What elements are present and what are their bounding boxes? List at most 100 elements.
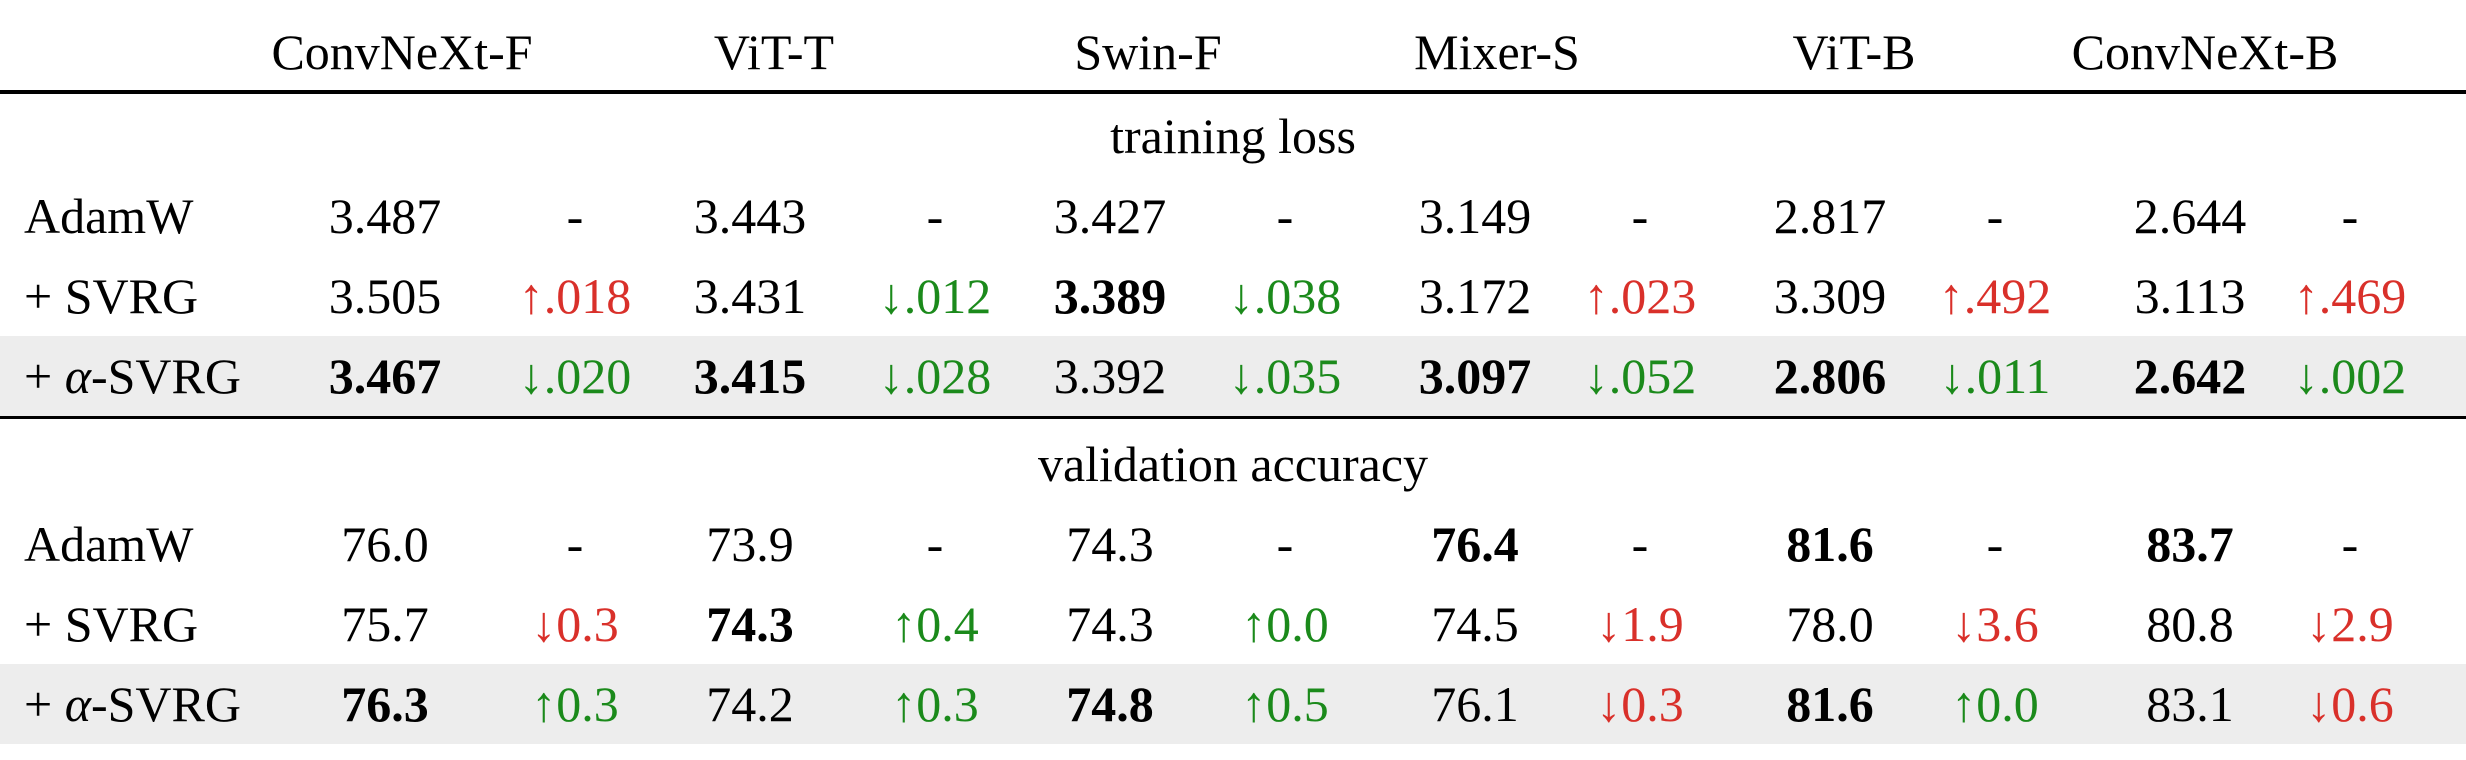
table-row: AdamW 76.0 - 73.9 - 74.3 - 76.4 - 81.6 - 83.7 - — [0, 504, 2466, 584]
delta-convnext-f: ↑.018 — [518, 268, 632, 324]
col-header-convnext-f: ConvNeXt-F — [271, 24, 533, 80]
value-vit-b: 2.806 — [1773, 348, 1887, 404]
col-header-vit-t: ViT-T — [713, 24, 835, 80]
delta-swin-f: - — [1276, 516, 1294, 572]
value-convnext-b: 80.8 — [2146, 596, 2234, 652]
value-swin-f: 74.3 — [1066, 516, 1154, 572]
col-header-convnext-b: ConvNeXt-B — [2071, 24, 2339, 80]
value-vit-b: 81.6 — [1786, 516, 1874, 572]
value-convnext-b: 83.7 — [2146, 516, 2234, 572]
delta-vit-b: ↓3.6 — [1951, 596, 2039, 652]
delta-swin-f: ↑0.0 — [1241, 596, 1329, 652]
delta-swin-f: ↓.038 — [1228, 268, 1342, 324]
value-convnext-f: 3.505 — [328, 268, 442, 324]
value-vit-t: 3.431 — [693, 268, 807, 324]
delta-vit-t: ↓.012 — [878, 268, 992, 324]
col-header-swin-f: Swin-F — [1074, 24, 1222, 80]
value-swin-f: 3.427 — [1053, 188, 1167, 244]
section-title: validation accuracy — [1037, 436, 1429, 492]
value-convnext-b: 2.642 — [2133, 348, 2247, 404]
delta-vit-t: ↓.028 — [878, 348, 992, 404]
delta-convnext-b: ↑.469 — [2293, 268, 2407, 324]
delta-mixer-s: ↓1.9 — [1596, 596, 1684, 652]
delta-vit-b: ↑0.0 — [1951, 676, 2039, 732]
value-swin-f: 3.389 — [1053, 268, 1167, 324]
delta-convnext-f: ↑0.3 — [531, 676, 619, 732]
row-label-greek: α — [64, 676, 91, 732]
value-vit-t: 74.3 — [706, 596, 794, 652]
value-convnext-f: 76.3 — [341, 676, 429, 732]
delta-vit-t: ↑0.4 — [891, 596, 979, 652]
value-mixer-s: 76.1 — [1431, 676, 1519, 732]
value-convnext-b: 83.1 — [2146, 676, 2234, 732]
table-row: AdamW 3.487 - 3.443 - 3.427 - 3.149 - 2.817 - 2.644… — [0, 176, 2466, 256]
value-vit-b: 81.6 — [1786, 676, 1874, 732]
table-row: + α-SVRG 76.3 ↑0.3 74.2 ↑0.3 74.8 ↑0.5 76.1 ↓0.3… — [0, 664, 2466, 744]
delta-vit-b: - — [1986, 188, 2004, 244]
row-label-suffix: -SVRG — [90, 348, 241, 404]
delta-convnext-b: - — [2341, 188, 2359, 244]
delta-mixer-s: ↓0.3 — [1596, 676, 1684, 732]
table-row: + SVRG 3.505 ↑.018 3.431 ↓.012 3.389 ↓.038 3.17… — [0, 256, 2466, 336]
row-label: + α-SVRG — [24, 336, 241, 416]
row-label: + α-SVRG — [24, 664, 241, 744]
delta-mixer-s: ↑.023 — [1583, 268, 1697, 324]
row-label: + SVRG — [24, 268, 199, 324]
value-mixer-s: 74.5 — [1431, 596, 1519, 652]
delta-vit-b: - — [1986, 516, 2004, 572]
value-vit-t: 3.443 — [693, 188, 807, 244]
value-mixer-s: 76.4 — [1431, 516, 1519, 572]
value-convnext-f: 76.0 — [341, 516, 429, 572]
value-swin-f: 3.392 — [1053, 348, 1167, 404]
value-convnext-b: 3.113 — [2134, 268, 2246, 324]
delta-vit-t: - — [926, 188, 944, 244]
delta-swin-f: - — [1276, 188, 1294, 244]
value-swin-f: 74.8 — [1066, 676, 1154, 732]
value-vit-b: 78.0 — [1786, 596, 1874, 652]
delta-vit-b: ↓.011 — [1939, 348, 2051, 404]
table-row: + α-SVRG 3.467 ↓.020 3.415 ↓.028 3.392 ↓.035 3.… — [0, 336, 2466, 416]
delta-convnext-f: - — [566, 516, 584, 572]
row-label: AdamW — [24, 516, 194, 572]
section-title: training loss — [1110, 108, 1356, 164]
value-vit-b: 3.309 — [1773, 268, 1887, 324]
section-divider — [0, 416, 2466, 419]
delta-swin-f: ↓.035 — [1228, 348, 1342, 404]
col-header-mixer-s: Mixer-S — [1414, 24, 1580, 80]
value-vit-t: 74.2 — [706, 676, 794, 732]
value-swin-f: 74.3 — [1066, 596, 1154, 652]
row-label-suffix: -SVRG — [90, 676, 241, 732]
top-rule — [0, 90, 2466, 94]
value-vit-t: 73.9 — [706, 516, 794, 572]
delta-vit-b: ↑.492 — [1938, 268, 2052, 324]
row-label: + SVRG — [24, 596, 199, 652]
delta-convnext-b: - — [2341, 516, 2359, 572]
row-label-prefix: + — [24, 676, 65, 732]
value-convnext-b: 2.644 — [2133, 188, 2247, 244]
delta-convnext-f: ↓.020 — [518, 348, 632, 404]
delta-convnext-f: ↓0.3 — [531, 596, 619, 652]
value-vit-b: 2.817 — [1773, 188, 1887, 244]
delta-convnext-b: ↓.002 — [2293, 348, 2407, 404]
value-convnext-f: 3.467 — [328, 348, 442, 404]
delta-convnext-b: ↓0.6 — [2306, 676, 2394, 732]
delta-mixer-s: ↓.052 — [1583, 348, 1697, 404]
value-convnext-f: 3.487 — [328, 188, 442, 244]
value-mixer-s: 3.172 — [1418, 268, 1532, 324]
value-convnext-f: 75.7 — [341, 596, 429, 652]
row-label-prefix: + — [24, 348, 65, 404]
value-vit-t: 3.415 — [693, 348, 807, 404]
delta-vit-t: ↑0.3 — [891, 676, 979, 732]
delta-convnext-b: ↓2.9 — [2306, 596, 2394, 652]
delta-vit-t: - — [926, 516, 944, 572]
row-label-greek: α — [64, 348, 91, 404]
col-header-vit-b: ViT-B — [1792, 24, 1916, 80]
row-label: AdamW — [24, 188, 194, 244]
value-mixer-s: 3.097 — [1418, 348, 1532, 404]
value-mixer-s: 3.149 — [1418, 188, 1532, 244]
delta-swin-f: ↑0.5 — [1241, 676, 1329, 732]
header-row: ConvNeXt-F ViT-T Swin-F Mixer-S ViT-B Co… — [0, 12, 2466, 92]
delta-mixer-s: - — [1631, 188, 1649, 244]
table-row: + SVRG 75.7 ↓0.3 74.3 ↑0.4 74.3 ↑0.0 74.5 ↓1.9 78… — [0, 584, 2466, 664]
delta-convnext-f: - — [566, 188, 584, 244]
